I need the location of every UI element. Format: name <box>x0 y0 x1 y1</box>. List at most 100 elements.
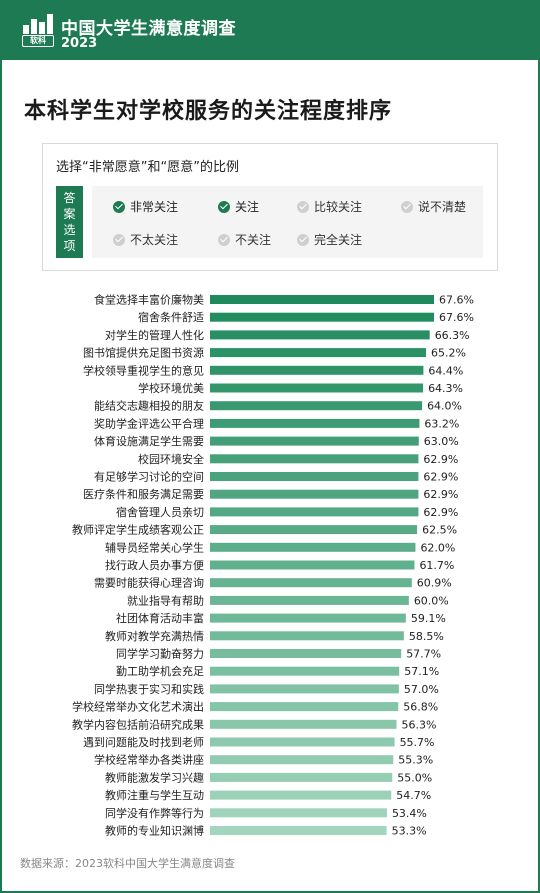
category-label: 宿舍管理人员亲切 <box>116 505 204 519</box>
value-label: 57.0% <box>404 683 439 696</box>
category-label: 对学生的管理人性化 <box>105 328 204 342</box>
value-label: 62.5% <box>422 524 457 537</box>
tag-char: 项 <box>63 239 76 253</box>
value-label: 57.7% <box>406 648 441 661</box>
category-label: 教师的专业知识渊博 <box>105 824 204 838</box>
bar <box>210 684 399 694</box>
value-label: 63.2% <box>424 417 459 430</box>
value-label: 55.7% <box>400 736 435 749</box>
option-label: 说不清楚 <box>418 200 467 214</box>
category-label: 能结交志趣相投的朋友 <box>94 399 204 413</box>
category-label: 需要时能获得心理咨询 <box>94 576 204 590</box>
tag-char: 答 <box>63 191 76 205</box>
bar <box>210 436 419 446</box>
check-circle-icon <box>401 200 413 213</box>
check-circle-icon <box>218 233 230 246</box>
bar <box>210 631 404 641</box>
bar <box>210 312 434 322</box>
brand-year: 2023 <box>61 36 98 51</box>
value-label: 55.3% <box>398 754 433 767</box>
category-label: 教师注重与学生互动 <box>105 788 204 802</box>
bar <box>210 790 392 800</box>
value-label: 59.1% <box>411 612 446 625</box>
options-panel <box>92 186 483 258</box>
value-label: 53.4% <box>392 807 427 820</box>
bar <box>210 826 387 835</box>
bar <box>210 454 419 464</box>
category-label: 奖助学金评选公平合理 <box>94 416 204 430</box>
check-circle-icon <box>297 200 309 213</box>
option-not-very-concerned: 不太关注 <box>113 231 178 248</box>
bar <box>210 578 412 588</box>
bar <box>210 295 434 304</box>
page-title: 本科学生对学校服务的关注程度排序 <box>24 99 393 124</box>
category-label: 社团体育活动丰富 <box>116 611 204 625</box>
category-label: 同学热衷于实习和实践 <box>94 682 204 696</box>
option-label: 完全关注 <box>314 233 363 247</box>
bar <box>210 702 399 712</box>
check-circle-icon <box>113 200 125 213</box>
option-very-concerned: 非常关注 <box>113 198 178 215</box>
value-label: 65.2% <box>431 347 466 360</box>
bar <box>210 472 419 481</box>
category-label: 教师能激发学习兴趣 <box>105 770 204 784</box>
category-label: 图书馆提供充足图书资源 <box>83 346 204 360</box>
bar <box>210 383 424 393</box>
option-label: 非常关注 <box>130 200 179 214</box>
bar <box>210 737 395 747</box>
bar <box>210 365 424 375</box>
category-label: 有足够学习讨论的空间 <box>94 470 204 484</box>
option-somewhat-concerned: 比较关注 <box>297 198 362 215</box>
category-label: 学校环境优美 <box>138 381 204 395</box>
option-unsure: 说不清楚 <box>401 198 466 215</box>
category-label: 医疗条件和服务满足需要 <box>83 487 204 501</box>
value-label: 61.7% <box>419 559 454 572</box>
category-label: 辅导员经常关心学生 <box>105 540 204 554</box>
category-label: 食堂选择丰富价廉物美 <box>94 293 204 307</box>
value-label: 67.6% <box>439 294 474 307</box>
legend-heading: 选择“非常愿意”和“愿意”的比例 <box>56 160 239 175</box>
value-label: 67.6% <box>439 311 474 324</box>
bar <box>210 595 409 605</box>
category-label: 学校领导重视学生的意见 <box>83 363 204 377</box>
category-label: 同学没有作弊等行为 <box>105 806 204 820</box>
logo-bars-icon <box>22 14 54 34</box>
bar <box>210 348 427 358</box>
value-label: 62.9% <box>423 453 458 466</box>
value-label: 58.5% <box>409 630 444 643</box>
value-label: 56.8% <box>403 701 438 714</box>
bar <box>210 613 406 623</box>
answer-options-tag: 答 案 选 项 <box>56 186 83 258</box>
option-fully-concerned: 完全关注 <box>297 231 362 248</box>
check-circle-icon <box>113 233 125 246</box>
value-label: 55.0% <box>397 771 432 784</box>
bar <box>210 401 423 411</box>
value-label: 57.1% <box>404 665 439 678</box>
bar <box>210 330 430 340</box>
bar-chart: 食堂选择丰富价廉物美 67.6% 宿舍条件舒适 67.6% 对学生的管理人性化 66.3%… <box>72 293 474 838</box>
bar <box>210 772 393 782</box>
bar <box>210 507 419 517</box>
category-label: 学校经常举办文化艺术演出 <box>72 700 204 714</box>
check-circle-icon <box>218 200 230 213</box>
category-label: 找行政人员办事方便 <box>105 558 204 572</box>
bar <box>210 808 387 818</box>
value-label: 64.0% <box>427 400 462 413</box>
category-label: 同学学习勤奋努力 <box>116 647 204 661</box>
category-label: 宿舍条件舒适 <box>138 310 204 324</box>
bar <box>210 649 402 658</box>
option-label: 比较关注 <box>314 200 363 214</box>
category-label: 学校经常举办各类讲座 <box>94 753 204 767</box>
value-label: 63.0% <box>424 435 459 448</box>
value-label: 60.0% <box>414 594 449 607</box>
bar <box>210 560 415 570</box>
option-label: 关注 <box>235 200 260 214</box>
value-label: 56.3% <box>402 718 437 731</box>
value-label: 62.0% <box>420 541 455 554</box>
bar <box>210 489 419 499</box>
page-frame <box>0 60 540 893</box>
category-label: 就业指导有帮助 <box>127 593 204 607</box>
brand-title: 中国大学生满意度调查 <box>61 19 236 39</box>
check-circle-icon <box>297 233 309 246</box>
category-label: 体育设施满足学生需要 <box>94 434 204 448</box>
